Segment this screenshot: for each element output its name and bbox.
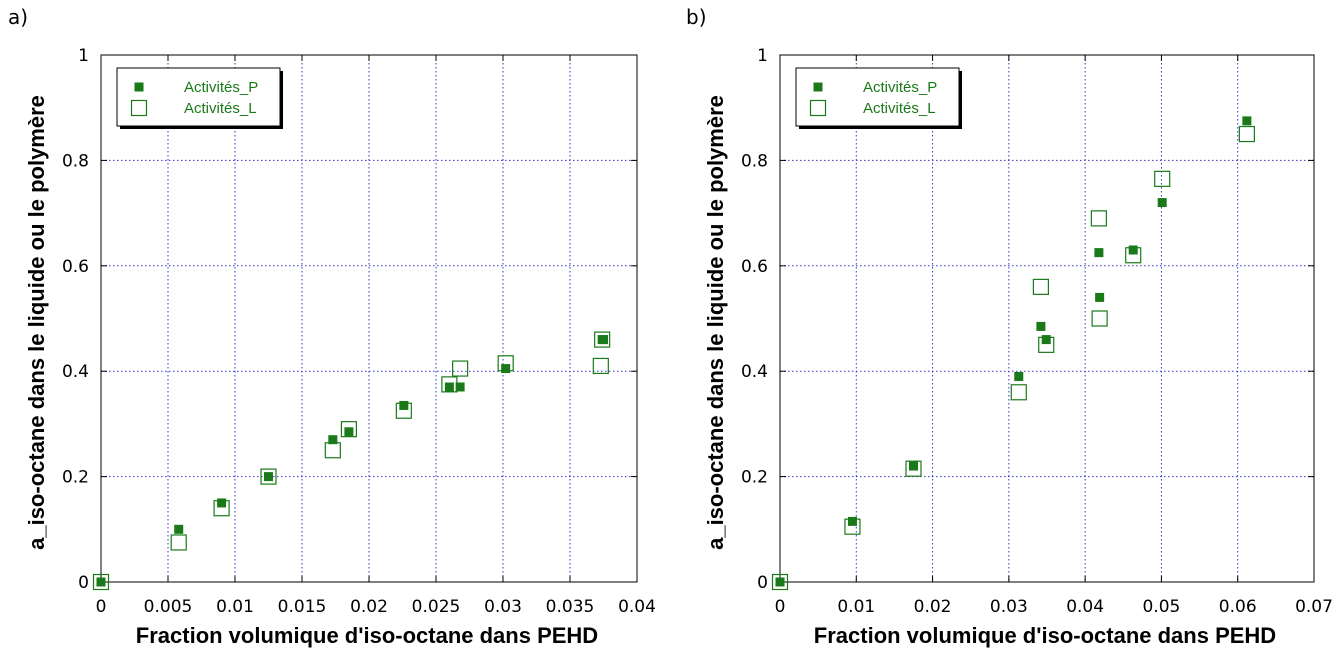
x-tick-label: 0.03 <box>484 597 522 617</box>
y-axis-title: a_iso-octane dans le liquide ou le polym… <box>703 95 728 550</box>
legend-marker-open-square <box>809 99 827 117</box>
point-activites-p <box>217 498 227 508</box>
y-tick-label: 0.4 <box>741 362 768 382</box>
x-tick-label: 0.005 <box>144 597 193 617</box>
point-activites-l <box>452 360 469 377</box>
legend-box <box>795 67 960 127</box>
x-tick-label: 0.035 <box>546 597 595 617</box>
point-activites-l <box>1154 170 1171 187</box>
plot-frame <box>779 54 1315 583</box>
x-axis-title: Fraction volumique d'iso-octane dans PEH… <box>814 623 1276 648</box>
y-tick-label: 0.4 <box>62 362 89 382</box>
point-activites-p <box>847 516 857 526</box>
point-activites-l <box>1010 384 1027 401</box>
x-axis-title: Fraction volumique d'iso-octane dans PEH… <box>136 623 598 648</box>
legend-label: Activités_L <box>863 100 936 117</box>
point-activites-p <box>1041 335 1051 345</box>
point-activites-l <box>1038 336 1055 353</box>
x-tick-label: 0.05 <box>1142 597 1180 617</box>
point-activites-l <box>1125 247 1142 264</box>
legend-marker-open-square <box>130 99 148 117</box>
point-activites-l <box>1238 125 1255 143</box>
point-activites-l <box>324 442 341 459</box>
y-tick-label: 0.6 <box>62 257 89 277</box>
legend-label: Activités_P <box>863 79 937 96</box>
x-tick-label: 0.025 <box>412 597 461 617</box>
point-activites-l <box>592 357 609 375</box>
y-axis-title: a_iso-octane dans le liquide ou le polym… <box>24 95 49 550</box>
y-tick-label: 0 <box>757 573 768 593</box>
point-activites-l <box>441 376 458 393</box>
point-activites-p <box>909 461 918 471</box>
point-activites-p <box>1094 248 1104 258</box>
x-tick-label: 0.01 <box>216 597 254 617</box>
y-tick-label: 0.2 <box>62 468 89 488</box>
chart-panel-0: a) 0 0.005 0.01 0.015 0.02 0.025 0.03 0.035 0.04 0… <box>8 5 656 648</box>
point-activites-l <box>905 460 922 477</box>
point-activites-p <box>264 472 273 482</box>
x-tick-label: 0.03 <box>990 597 1028 617</box>
x-tick-label: 0.04 <box>1066 597 1104 617</box>
legend-box <box>116 67 281 127</box>
point-activites-l <box>213 500 230 517</box>
point-activites-l <box>170 534 187 551</box>
chart-panel-1: b) 0 0.01 0.02 0.03 0.04 0.05 0.06 0.07 0 0.2 0.4 0.… <box>686 5 1333 648</box>
y-tick-label: 0.2 <box>741 468 768 488</box>
x-tick-label: 0.02 <box>914 597 952 617</box>
y-tick-label: 0.8 <box>62 151 89 171</box>
y-tick-label: 0.8 <box>741 151 768 171</box>
panel-label: a) <box>8 5 28 29</box>
x-tick-label: 0.01 <box>837 597 875 617</box>
point-activites-l <box>395 402 412 419</box>
point-activites-l <box>594 331 611 348</box>
point-activites-p <box>96 577 106 587</box>
x-tick-label: 0.06 <box>1219 597 1257 617</box>
point-activites-p <box>1157 198 1167 208</box>
legend-marker-filled-square <box>134 82 144 92</box>
x-tick-label: 0.07 <box>1295 597 1333 617</box>
x-tick-label: 0.02 <box>350 597 388 617</box>
point-activites-p <box>1014 371 1024 381</box>
point-activites-l <box>771 573 789 591</box>
legend-label: Activités_P <box>184 79 258 96</box>
point-activites-p <box>174 524 184 534</box>
plot-frame <box>100 54 638 583</box>
legend-marker-filled-square <box>813 82 823 92</box>
point-activites-l <box>1032 278 1049 295</box>
point-activites-l <box>340 421 357 438</box>
point-activites-l <box>1091 310 1108 327</box>
y-tick-label: 0.6 <box>741 257 768 277</box>
point-activites-p <box>328 435 338 445</box>
point-activites-p <box>775 577 785 587</box>
point-activites-p <box>444 382 454 392</box>
panel-label: b) <box>686 5 707 29</box>
x-tick-label: 0 <box>96 597 107 617</box>
legend-label: Activités_L <box>184 100 257 117</box>
y-tick-label: 0 <box>78 573 89 593</box>
y-tick-label: 1 <box>757 46 768 66</box>
point-activites-p <box>1128 245 1138 255</box>
legend: Activités_P Activités_L <box>116 67 283 129</box>
point-activites-p <box>501 364 511 374</box>
x-tick-label: 0.015 <box>278 597 327 617</box>
point-activites-l <box>844 518 861 535</box>
x-tick-label: 0 <box>775 597 786 617</box>
y-tick-label: 1 <box>78 46 89 66</box>
point-activites-p <box>344 427 354 437</box>
point-activites-p <box>399 400 409 410</box>
point-activites-l <box>92 573 110 591</box>
x-tick-label: 0.04 <box>618 597 656 617</box>
point-activites-p <box>599 335 608 345</box>
point-activites-l <box>260 468 277 485</box>
point-activites-p <box>1242 116 1252 126</box>
point-activites-l <box>1090 210 1107 227</box>
point-activites-p <box>1036 321 1046 331</box>
point-activites-p <box>455 382 465 392</box>
point-activites-l <box>497 355 514 372</box>
point-activites-p <box>1095 292 1105 302</box>
legend: Activités_P Activités_L <box>795 67 962 129</box>
